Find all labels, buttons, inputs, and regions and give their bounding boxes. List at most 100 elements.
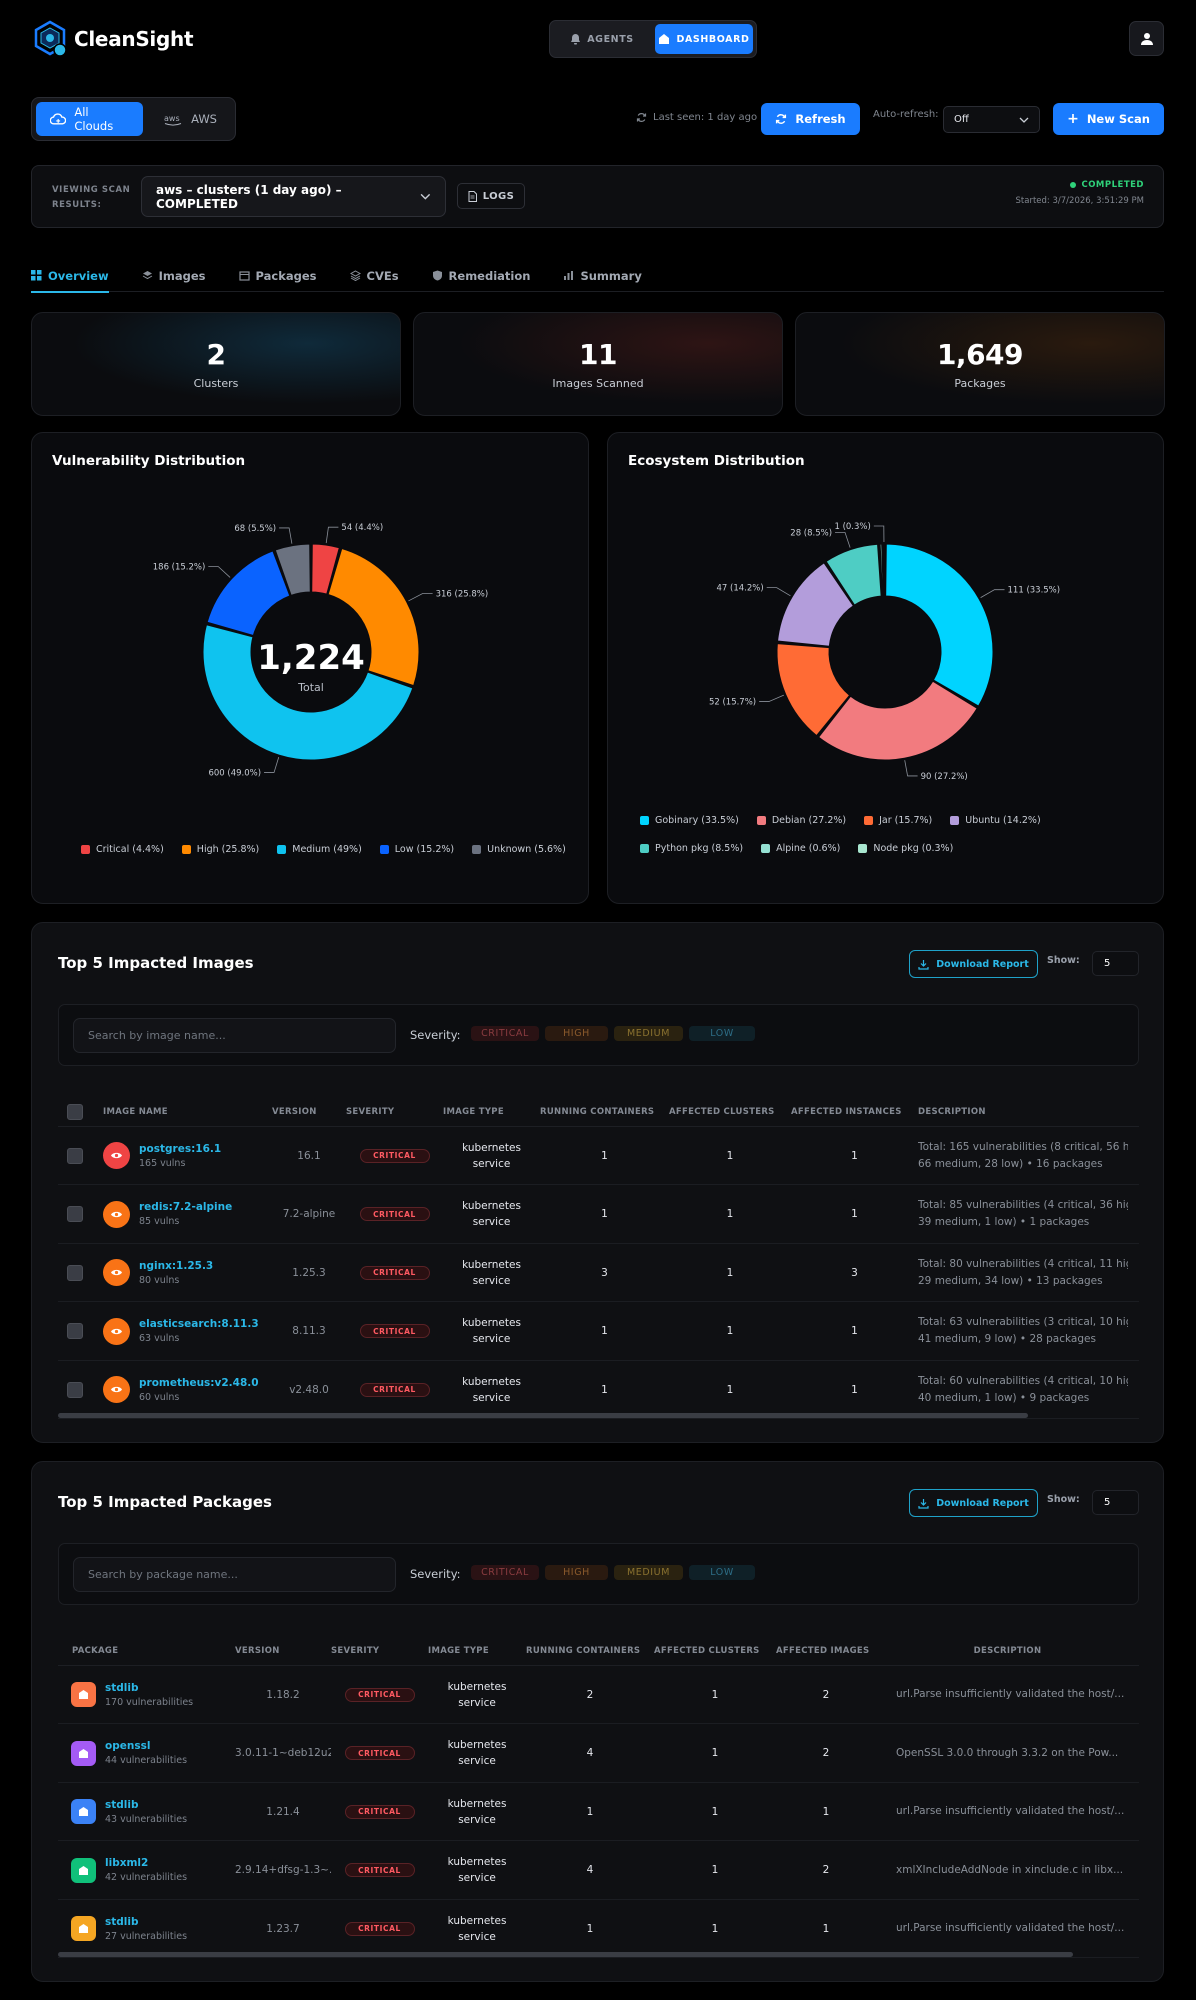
- donut-slice-python-pkg[interactable]: [825, 543, 882, 606]
- image-version: 7.2-alpine: [282, 1208, 336, 1220]
- table-row[interactable]: prometheus:v2.48.0 60 vulns v2.48.0 CRIT…: [58, 1361, 1139, 1419]
- legend-item[interactable]: High (25.8%): [181, 844, 259, 855]
- package-version: 1.21.4: [266, 1805, 300, 1818]
- legend-item[interactable]: Unknown (5.6%): [472, 844, 566, 855]
- donut-slice-alpine[interactable]: [879, 543, 884, 597]
- select-all-checkbox[interactable]: [67, 1103, 83, 1120]
- row-checkbox[interactable]: [67, 1323, 83, 1339]
- user-menu-button[interactable]: [1129, 21, 1164, 56]
- legend-item[interactable]: Low (15.2%): [379, 844, 454, 855]
- legend-item[interactable]: Node pkg (0.3%): [858, 843, 953, 854]
- image-name-link[interactable]: postgres:16.1: [139, 1142, 222, 1155]
- tab-packages[interactable]: Packages: [238, 259, 317, 292]
- image-name-link[interactable]: redis:7.2-alpine: [139, 1201, 233, 1213]
- severity-filter-high[interactable]: HIGH: [545, 1565, 608, 1580]
- donut-slice-critical[interactable]: [311, 543, 340, 595]
- row-checkbox[interactable]: [67, 1206, 83, 1222]
- horizontal-scrollbar[interactable]: [58, 1952, 1073, 1957]
- download-report-button[interactable]: Download Report: [909, 1489, 1038, 1517]
- table-row[interactable]: elasticsearch:8.11.3 63 vulns 8.11.3 CRI…: [58, 1303, 1139, 1361]
- horizontal-scrollbar[interactable]: [58, 1413, 1028, 1418]
- auto-refresh-select[interactable]: Off: [943, 106, 1040, 133]
- description-line: Total: 85 vulnerabilities (4 critical, 3…: [918, 1199, 1128, 1211]
- slice-label-line: [980, 589, 1005, 598]
- severity-filter-low[interactable]: LOW: [689, 1026, 755, 1041]
- aws-button[interactable]: aws AWS: [149, 102, 231, 136]
- app-logo[interactable]: CleanSight: [34, 20, 194, 58]
- severity-filter-low[interactable]: LOW: [689, 1565, 755, 1580]
- severity-filter-critical[interactable]: CRITICAL: [471, 1026, 539, 1041]
- legend-item[interactable]: Python pkg (8.5%): [640, 843, 743, 854]
- row-checkbox[interactable]: [67, 1381, 83, 1398]
- package-name-link[interactable]: stdlib: [105, 1915, 139, 1928]
- donut-slice-unknown[interactable]: [274, 543, 311, 597]
- legend-item[interactable]: Alpine (0.6%): [761, 843, 840, 854]
- image-search-input[interactable]: Search by image name...: [73, 1018, 396, 1053]
- affected-clusters: 1: [711, 1747, 719, 1759]
- tab-images[interactable]: Images: [142, 259, 206, 292]
- affected-clusters: 1: [726, 1149, 734, 1162]
- severity-filter-critical[interactable]: CRITICAL: [471, 1565, 539, 1580]
- package-name-link[interactable]: openssl: [105, 1740, 151, 1752]
- chart-title: Ecosystem Distribution: [628, 453, 805, 469]
- show-count-select[interactable]: 5: [1092, 1490, 1139, 1515]
- agents-nav-button[interactable]: AGENTS: [553, 24, 651, 54]
- table-row[interactable]: openssl 44 vulnerabilities 3.0.11-1~deb1…: [58, 1725, 1139, 1783]
- image-name-link[interactable]: elasticsearch:8.11.3: [139, 1318, 259, 1330]
- legend-item[interactable]: Medium (49%): [277, 844, 362, 855]
- tab-overview[interactable]: Overview: [31, 259, 109, 293]
- severity-filter-medium[interactable]: MEDIUM: [614, 1026, 683, 1041]
- legend-item[interactable]: Gobinary (33.5%): [640, 815, 739, 826]
- donut-slice-node-pkg[interactable]: [883, 543, 886, 597]
- table-row[interactable]: redis:7.2-alpine 85 vulns 7.2-alpine CRI…: [58, 1186, 1139, 1244]
- package-name-link[interactable]: stdlib: [105, 1798, 139, 1811]
- legend-item[interactable]: Debian (27.2%): [756, 815, 846, 826]
- image-vuln-count: 165 vulns: [139, 1157, 186, 1169]
- grid-icon: [31, 270, 42, 281]
- refresh-button[interactable]: Refresh: [761, 103, 860, 135]
- download-report-button[interactable]: Download Report: [909, 950, 1038, 978]
- package-version: 1.18.2: [266, 1688, 300, 1701]
- donut-slice-medium[interactable]: [202, 624, 414, 761]
- donut-slice-ubuntu[interactable]: [777, 562, 855, 647]
- donut-slice-debian[interactable]: [817, 680, 978, 761]
- table-row[interactable]: stdlib 43 vulnerabilities 1.21.4 CRITICA…: [58, 1783, 1139, 1841]
- all-clouds-button[interactable]: All Clouds: [36, 102, 144, 136]
- legend-swatch: [950, 816, 960, 825]
- row-checkbox[interactable]: [67, 1147, 83, 1164]
- image-name-link[interactable]: prometheus:v2.48.0: [139, 1376, 259, 1389]
- table-row[interactable]: postgres:16.1 165 vulns 16.1 CRITICAL ku…: [58, 1127, 1139, 1185]
- dashboard-nav-button[interactable]: DASHBOARD: [655, 24, 753, 54]
- table-row[interactable]: nginx:1.25.3 80 vulns 1.25.3 CRITICAL ku…: [58, 1244, 1139, 1302]
- logs-button[interactable]: LOGS: [457, 183, 525, 209]
- donut-slice-low[interactable]: [206, 550, 291, 637]
- ecosystem-distribution-card: Ecosystem Distribution 111 (33.5%) 90 (27…: [607, 432, 1164, 904]
- legend-label: Unknown (5.6%): [487, 844, 566, 855]
- donut-slice-gobinary[interactable]: [885, 543, 994, 707]
- severity-filter-medium[interactable]: MEDIUM: [614, 1565, 683, 1580]
- legend-item[interactable]: Ubuntu (14.2%): [950, 815, 1041, 826]
- donut-slice-high[interactable]: [327, 547, 420, 687]
- package-name-link[interactable]: libxml2: [105, 1857, 149, 1869]
- show-count-select[interactable]: 5: [1092, 951, 1139, 976]
- scan-select[interactable]: aws – clusters (1 day ago) – COMPLETED: [141, 176, 446, 217]
- cloud-switcher: All Clouds aws AWS: [31, 97, 236, 141]
- legend-item[interactable]: Jar (15.7%): [864, 815, 932, 826]
- image-type-line: kubernetes: [447, 1914, 507, 1927]
- package-name-link[interactable]: stdlib: [105, 1681, 139, 1694]
- image-vuln-count: 63 vulns: [139, 1333, 180, 1344]
- row-checkbox[interactable]: [67, 1264, 83, 1281]
- package-search-input[interactable]: Search by package name...: [73, 1557, 396, 1592]
- table-row[interactable]: stdlib 27 vulnerabilities 1.23.7 CRITICA…: [58, 1900, 1139, 1958]
- new-scan-button[interactable]: + New Scan: [1053, 103, 1164, 135]
- tab-summary[interactable]: Summary: [563, 259, 642, 292]
- slice-label: 90 (27.2%): [921, 772, 968, 782]
- image-name-link[interactable]: nginx:1.25.3: [139, 1259, 214, 1272]
- donut-slice-jar[interactable]: [776, 643, 851, 737]
- legend-item[interactable]: Critical (4.4%): [81, 844, 164, 855]
- table-row[interactable]: stdlib 170 vulnerabilities 1.18.2 CRITIC…: [58, 1666, 1139, 1724]
- severity-filter-high[interactable]: HIGH: [545, 1026, 608, 1041]
- table-row[interactable]: libxml2 42 vulnerabilities 2.9.14+dfsg-1…: [58, 1842, 1139, 1900]
- tab-cves[interactable]: CVEs: [349, 259, 399, 292]
- tab-remediation[interactable]: Remediation: [432, 259, 530, 292]
